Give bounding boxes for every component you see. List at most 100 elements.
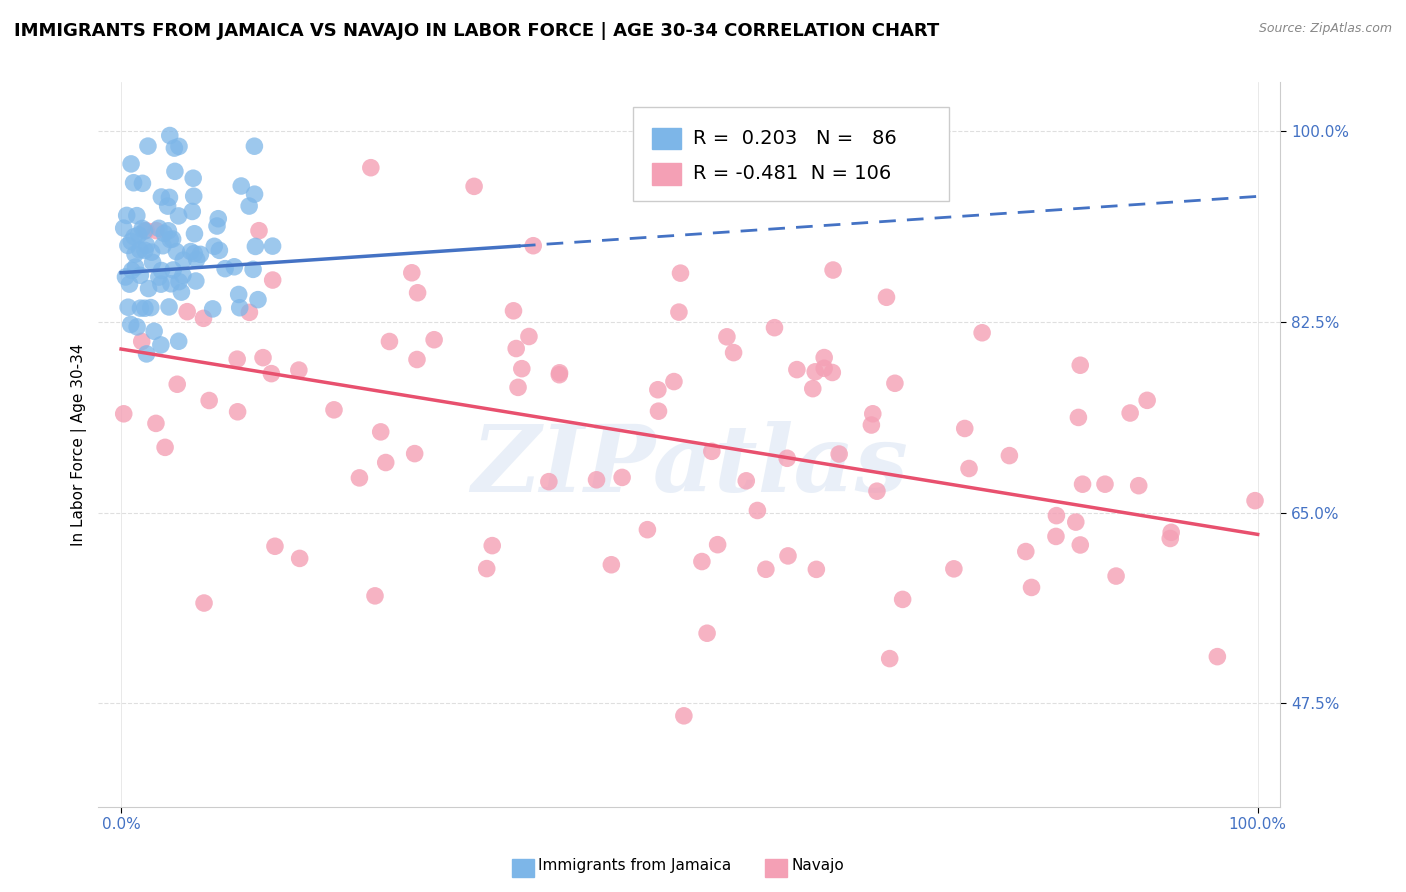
Point	[131, 177, 153, 191]
Point	[463, 179, 485, 194]
Point	[374, 456, 396, 470]
Point	[228, 287, 250, 301]
Point	[145, 417, 167, 431]
Point	[231, 179, 253, 194]
Point	[669, 266, 692, 280]
Point	[252, 351, 274, 365]
Point	[247, 224, 270, 238]
Point	[127, 319, 149, 334]
Point	[1069, 358, 1091, 372]
Point	[700, 444, 723, 458]
Point	[135, 223, 157, 237]
Point	[1069, 538, 1091, 552]
Point	[672, 708, 695, 723]
Point	[972, 326, 994, 340]
Point	[370, 425, 392, 439]
Point	[226, 352, 249, 367]
Point	[167, 139, 190, 153]
Point	[245, 239, 267, 253]
Point	[755, 562, 778, 576]
Point	[166, 377, 188, 392]
Point	[136, 139, 159, 153]
Point	[475, 561, 498, 575]
Point	[205, 219, 228, 233]
Point	[610, 470, 633, 484]
Point	[149, 338, 172, 352]
Point	[813, 361, 835, 376]
Point	[1021, 581, 1043, 595]
Point	[1015, 544, 1038, 558]
Point	[153, 227, 176, 241]
Point	[166, 244, 188, 259]
Point	[1064, 515, 1087, 529]
Point	[114, 269, 136, 284]
Point	[183, 246, 205, 260]
Point	[647, 404, 669, 418]
Point	[162, 232, 184, 246]
Point	[506, 380, 529, 394]
Point	[776, 549, 799, 563]
Text: Immigrants from Jamaica: Immigrants from Jamaica	[538, 858, 731, 872]
Point	[224, 260, 246, 274]
Point	[159, 128, 181, 143]
Point	[406, 352, 429, 367]
Point	[150, 263, 173, 277]
Point	[190, 247, 212, 261]
Point	[125, 209, 148, 223]
Point	[208, 244, 231, 258]
Point	[143, 324, 166, 338]
Point	[181, 204, 204, 219]
Point	[159, 233, 181, 247]
Point	[876, 290, 898, 304]
Point	[183, 189, 205, 203]
Point	[1105, 569, 1128, 583]
Point	[152, 238, 174, 252]
Point	[202, 239, 225, 253]
Point	[163, 164, 186, 178]
Point	[167, 334, 190, 349]
Point	[585, 473, 607, 487]
Point	[115, 208, 138, 222]
Point	[246, 293, 269, 307]
Point	[1160, 525, 1182, 540]
Point	[262, 239, 284, 253]
Point	[522, 238, 544, 252]
Point	[806, 562, 828, 576]
Point	[157, 300, 180, 314]
Point	[481, 539, 503, 553]
Point	[262, 273, 284, 287]
Point	[167, 209, 190, 223]
Point	[510, 361, 533, 376]
Point	[184, 274, 207, 288]
Point	[238, 199, 260, 213]
Point	[129, 301, 152, 315]
Point	[162, 263, 184, 277]
Text: IMMIGRANTS FROM JAMAICA VS NAVAJO IN LABOR FORCE | AGE 30-34 CORRELATION CHART: IMMIGRANTS FROM JAMAICA VS NAVAJO IN LAB…	[14, 22, 939, 40]
Point	[1206, 649, 1229, 664]
Point	[706, 538, 728, 552]
Point	[153, 441, 176, 455]
Point	[228, 301, 250, 315]
Point	[1119, 406, 1142, 420]
Point	[134, 301, 156, 316]
Text: R =  0.203   N =   86: R = 0.203 N = 86	[693, 128, 897, 148]
Point	[156, 199, 179, 213]
Point	[747, 503, 769, 517]
Point	[181, 171, 204, 186]
Point	[186, 252, 208, 267]
Point	[120, 157, 142, 171]
Point	[883, 376, 905, 391]
Point	[131, 221, 153, 235]
Point	[828, 447, 851, 461]
Point	[288, 363, 311, 377]
Point	[243, 139, 266, 153]
Point	[776, 451, 799, 466]
Point	[117, 300, 139, 314]
Point	[716, 330, 738, 344]
Text: Navajo: Navajo	[792, 858, 845, 872]
Point	[548, 368, 571, 382]
Point	[636, 523, 658, 537]
Point	[879, 651, 901, 665]
Point	[378, 334, 401, 349]
Point	[647, 383, 669, 397]
